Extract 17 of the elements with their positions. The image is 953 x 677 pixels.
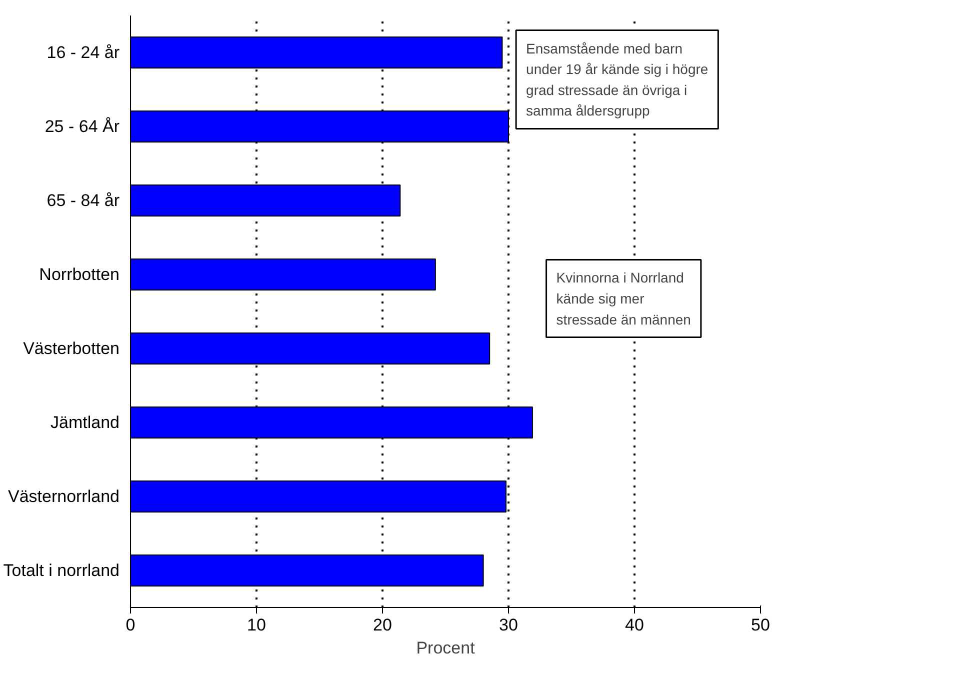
y-tick-label: Västerbotten [23,339,120,358]
x-tick-label: 20 [373,616,392,634]
x-tick-label: 50 [751,616,770,634]
x-tick-label: 40 [625,616,644,634]
annotation: Ensamstående med barn under 19 år kände sig i högre grad stressade än övriga i samma åldersgrupp [526,40,708,119]
y-tick-label: 25 - 64 År [44,117,120,136]
y-tick-label: 65 - 84 år [46,191,120,210]
x-tick-label: 30 [499,616,518,634]
x-axis-title: Procent [416,638,476,658]
y-tick-label: Västernorrland [8,487,120,506]
y-tick-label: Totalt i norrland [3,561,120,580]
x-tick-label: 10 [247,616,266,634]
y-tick-label: 16 - 24 år [46,43,120,62]
y-tick-label: Norrbotten [39,265,120,284]
x-tick-label: 0 [126,616,136,634]
y-tick-label: Jämtland [50,413,120,432]
annotation: Kvinnorna i Norrland kände sig mer stressade än männen [556,270,691,328]
